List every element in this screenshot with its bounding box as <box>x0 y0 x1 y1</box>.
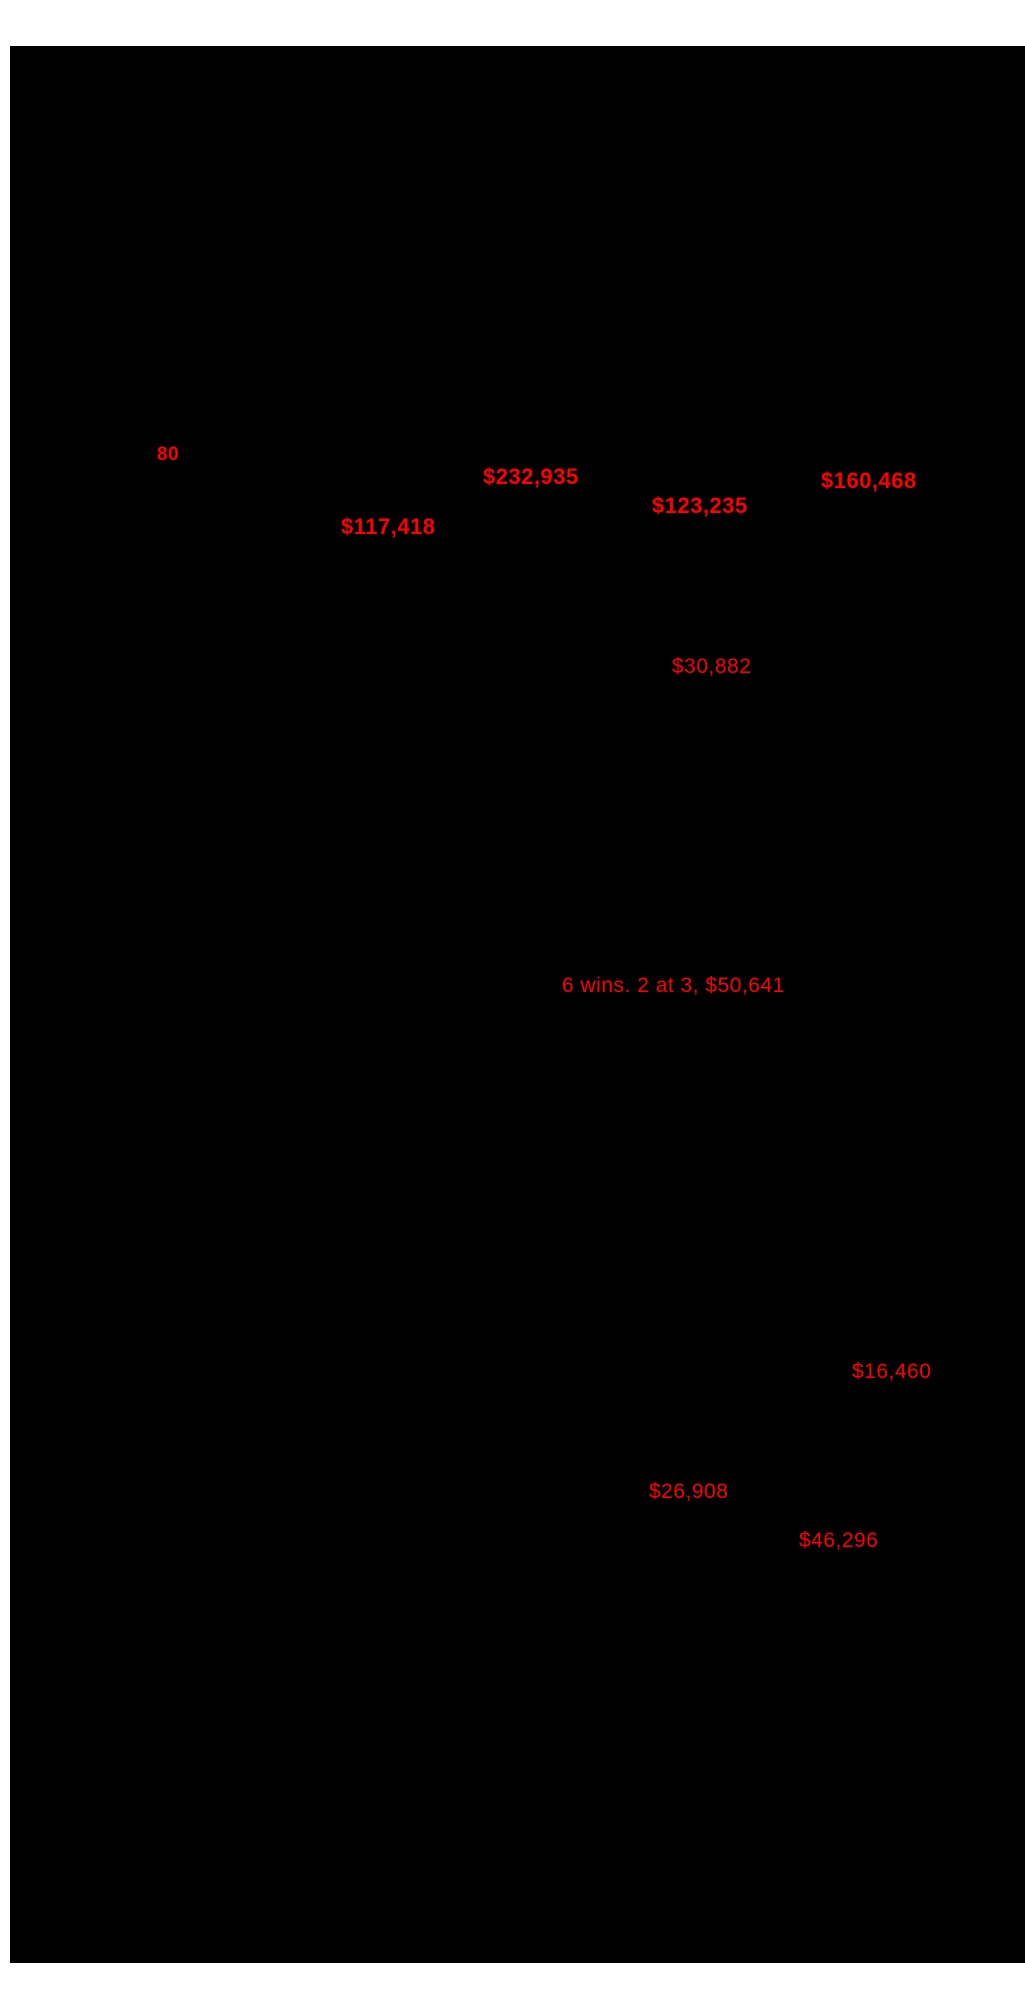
annotation-label: $160,468 <box>821 468 917 493</box>
annotation-label: $123,235 <box>652 493 748 518</box>
annotation-label: $26,908 <box>649 1480 729 1503</box>
annotation-label: $16,460 <box>852 1360 932 1383</box>
black-screen-viewport <box>10 46 1025 1963</box>
annotation-label: $117,418 <box>341 514 436 539</box>
annotation-label: $232,935 <box>483 464 579 489</box>
annotation-label: 6 wins. 2 at 3, $50,641 <box>562 974 785 997</box>
annotation-label: 80 <box>157 444 180 465</box>
annotation-label: $46,296 <box>799 1529 879 1552</box>
annotation-label: $30,882 <box>672 655 752 678</box>
